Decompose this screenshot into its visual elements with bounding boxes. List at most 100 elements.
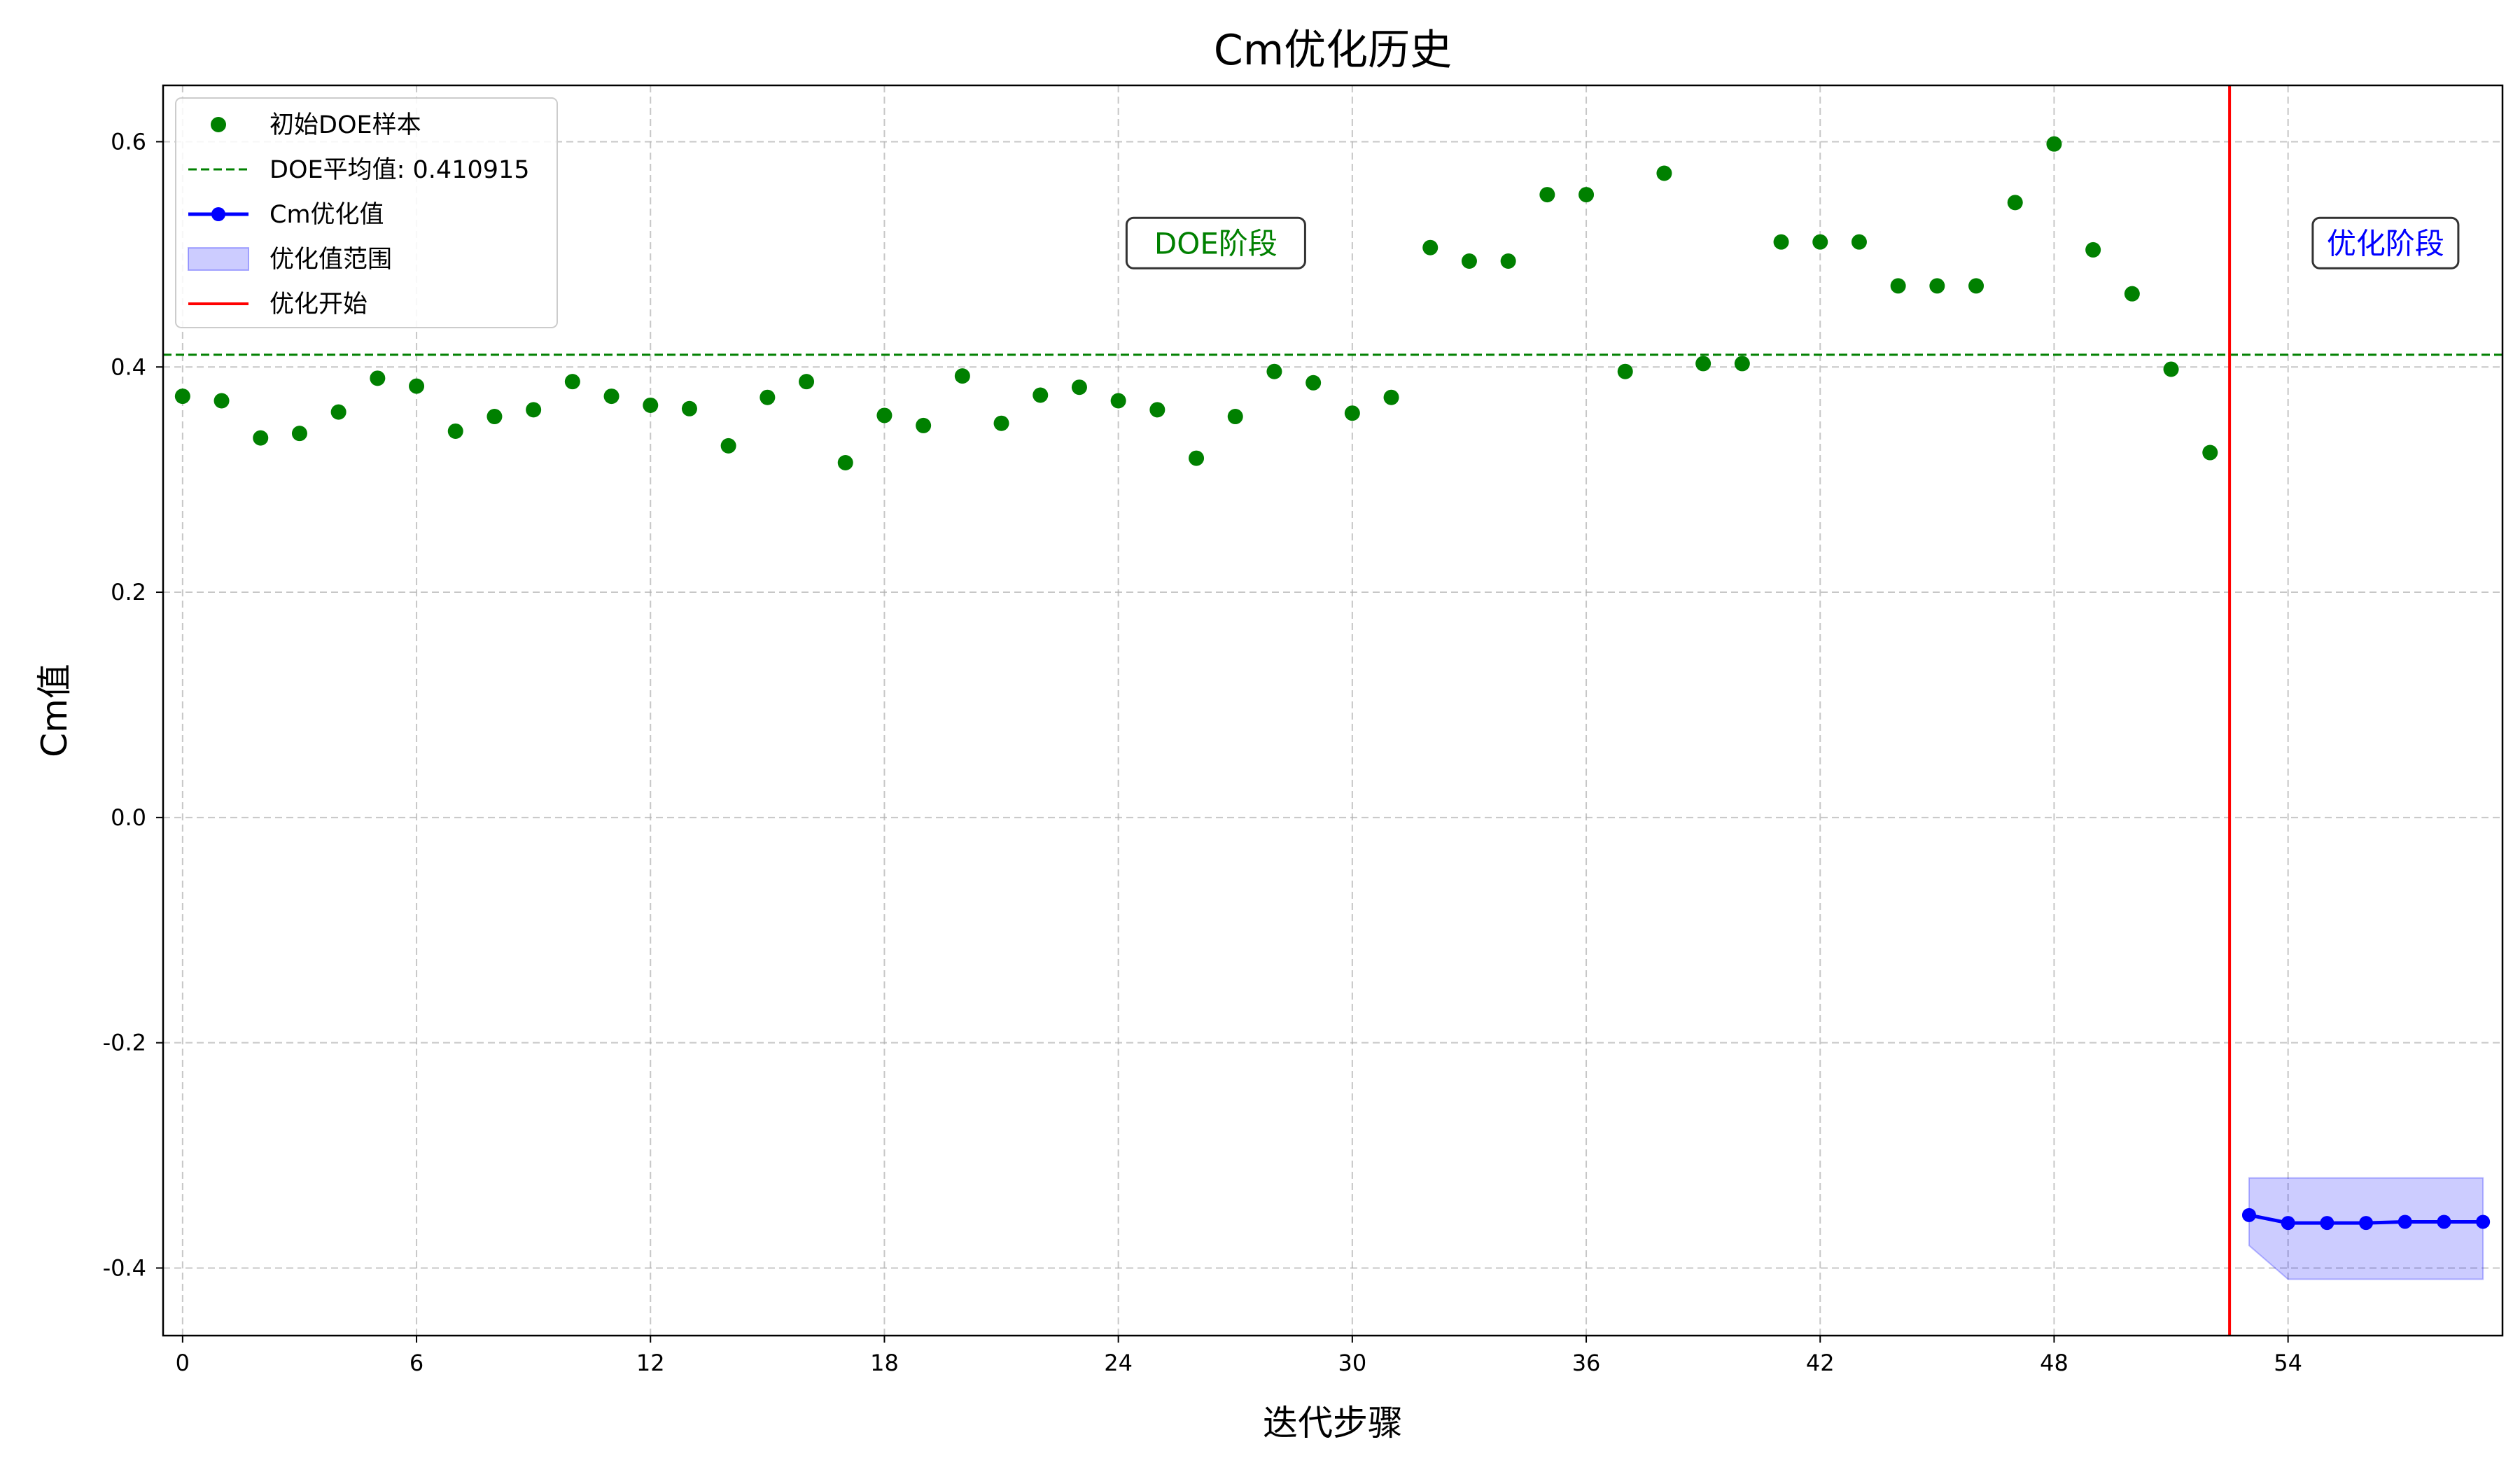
doe-sample-point	[1344, 405, 1360, 421]
doe-sample-point	[1656, 165, 1672, 181]
y-tick-label: 0.2	[111, 579, 146, 606]
doe-sample-point	[1968, 278, 1984, 294]
doe-sample-point	[2046, 136, 2062, 152]
cm-optimized-point	[2359, 1216, 2374, 1231]
doe-sample-point	[2202, 444, 2218, 461]
doe-sample-point	[681, 400, 697, 416]
cm-optimized-point	[2476, 1214, 2491, 1229]
doe-sample-point	[603, 388, 620, 405]
cm-optimized-point	[2241, 1208, 2256, 1222]
y-tick-label: 0.0	[111, 804, 146, 831]
x-tick-label: 30	[1338, 1350, 1366, 1376]
doe-sample-point	[1110, 393, 1126, 409]
y-tick-label: -0.2	[103, 1030, 146, 1056]
doe-sample-point	[1539, 187, 1555, 203]
phase-annotations: DOE阶段 优化阶段	[1125, 216, 2460, 270]
cm-optimized-point	[2437, 1214, 2451, 1229]
cm-optimized-point	[2281, 1216, 2295, 1231]
doe-sample-point	[1578, 187, 1595, 203]
doe-sample-point	[1227, 409, 1243, 425]
data-points	[174, 136, 2491, 1231]
doe-sample-point	[1695, 356, 1712, 372]
doe-sample-point	[2007, 195, 2023, 211]
doe-sample-point	[916, 417, 932, 433]
doe-sample-point	[330, 404, 346, 420]
doe-sample-point	[370, 370, 386, 386]
cm-optimized-point	[2398, 1214, 2412, 1229]
legend-label: 优化值范围	[270, 246, 392, 274]
y-axis-title: Cm值	[34, 664, 75, 757]
doe-sample-point	[760, 389, 776, 405]
doe-sample-point	[564, 374, 580, 390]
doe-sample-point	[1734, 356, 1750, 372]
phase-label: DOE阶段	[1154, 226, 1278, 260]
reference-lines	[163, 85, 2502, 1336]
x-tick-label: 0	[176, 1350, 190, 1376]
doe-sample-point	[1032, 387, 1049, 403]
doe-sample-point	[1306, 374, 1322, 391]
x-tick-label: 24	[1104, 1350, 1133, 1376]
phase-label-box	[1125, 216, 1306, 270]
legend-swatch-range-band	[188, 247, 249, 271]
doe-sample-point	[2124, 286, 2140, 302]
y-tick-label: 0.4	[111, 354, 146, 380]
y-tick-label: 0.6	[111, 128, 146, 155]
doe-sample-point	[2163, 361, 2179, 377]
grid	[163, 85, 2502, 1336]
x-tick-label: 36	[1572, 1350, 1601, 1376]
doe-sample-point	[2085, 241, 2101, 258]
doe-sample-point	[409, 378, 425, 394]
x-tick-label: 12	[636, 1350, 665, 1376]
x-tick-label: 48	[2040, 1350, 2068, 1376]
legend-label: 优化开始	[270, 290, 368, 318]
doe-sample-point	[1500, 253, 1516, 270]
doe-sample-point	[1422, 239, 1438, 255]
doe-sample-point	[291, 426, 307, 442]
doe-sample-point	[720, 438, 736, 454]
doe-sample-point	[876, 407, 892, 424]
phase-label-box	[2311, 216, 2460, 270]
x-axis-title: 迭代步骤	[1263, 1403, 1403, 1443]
doe-sample-point	[1383, 389, 1399, 405]
doe-sample-point	[214, 393, 230, 409]
axis-ticks: 0 6 12 18 24 30 36 42 48 54 -0.4 -0.2 0.0 0.2 0.4 0.6	[103, 128, 2302, 1376]
legend-box	[175, 97, 558, 328]
doe-sample-point	[643, 397, 659, 413]
doe-sample-point	[1149, 402, 1166, 418]
doe-sample-point	[1461, 253, 1477, 270]
doe-sample-point	[1189, 450, 1205, 466]
doe-sample-point	[954, 368, 970, 384]
doe-sample-point	[1773, 234, 1789, 250]
doe-sample-point	[486, 409, 503, 425]
legend-label: DOE平均值: 0.410915	[270, 156, 530, 184]
doe-sample-point	[993, 415, 1009, 431]
doe-sample-point	[837, 455, 853, 471]
doe-sample-point	[253, 430, 269, 446]
legend-swatch-cm-marker	[211, 207, 225, 221]
x-tick-label: 18	[870, 1350, 899, 1376]
doe-sample-point	[1071, 379, 1087, 396]
doe-sample-point	[1266, 363, 1282, 379]
y-tick-label: -0.4	[103, 1254, 146, 1281]
chart-title: Cm优化历史	[1214, 26, 1452, 75]
x-tick-label: 42	[1806, 1350, 1835, 1376]
doe-sample-point	[1812, 234, 1828, 250]
doe-sample-point	[174, 388, 190, 405]
plot-frame	[162, 84, 2504, 1337]
legend-label: Cm优化值	[270, 201, 384, 229]
doe-sample-point	[1851, 234, 1867, 250]
phase-label: 优化阶段	[2327, 226, 2444, 260]
doe-sample-point	[799, 374, 815, 390]
x-tick-label: 54	[2274, 1350, 2302, 1376]
doe-sample-point	[526, 402, 542, 418]
cm-optimized-point	[2320, 1216, 2334, 1231]
doe-sample-point	[1929, 278, 1945, 294]
doe-sample-point	[1890, 278, 1906, 294]
x-tick-label: 6	[410, 1350, 424, 1376]
doe-sample-point	[1617, 363, 1633, 379]
doe-sample-point	[447, 423, 463, 439]
legend-label: 初始DOE样本	[270, 111, 421, 139]
legend-swatch-doe-sample	[211, 117, 226, 132]
